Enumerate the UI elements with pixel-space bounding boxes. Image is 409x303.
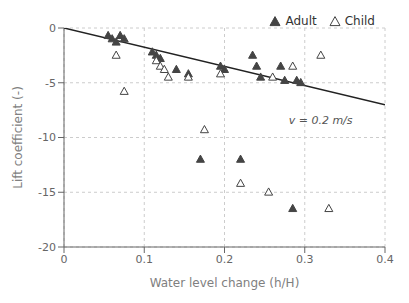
svg-text:0: 0 <box>61 253 68 266</box>
svg-text:0.4: 0.4 <box>376 253 394 266</box>
svg-text:0: 0 <box>49 22 56 35</box>
svg-text:Lift coefficient (-): Lift coefficient (-) <box>11 86 25 189</box>
svg-text:-20: -20 <box>38 241 56 254</box>
svg-text:Water level change (h/H): Water level change (h/H) <box>150 276 300 290</box>
svg-text:-10: -10 <box>38 131 56 144</box>
svg-text:0.2: 0.2 <box>216 253 234 266</box>
svg-text:v = 0.2 m/s: v = 0.2 m/s <box>289 114 353 127</box>
svg-text:-15: -15 <box>38 186 56 199</box>
html-text:Adult: Adult <box>285 14 317 28</box>
svg-text:0.1: 0.1 <box>136 253 154 266</box>
svg-text:-5: -5 <box>45 77 56 90</box>
svg-text:0.3: 0.3 <box>296 253 314 266</box>
html-text:Child: Child <box>344 14 375 28</box>
